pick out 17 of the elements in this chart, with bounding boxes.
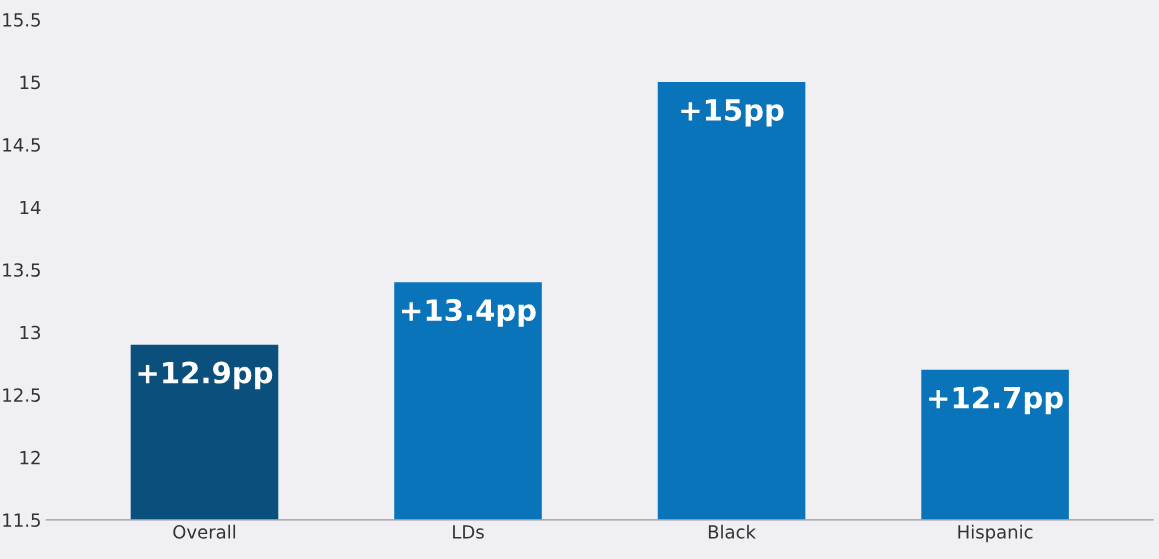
x-tick-label: Overall bbox=[173, 524, 236, 539]
x-tick-label: Black bbox=[708, 524, 756, 539]
x-tick-label: LDs bbox=[453, 525, 484, 539]
y-tick-label: 12 bbox=[20, 450, 40, 465]
y-tick-label: 14 bbox=[20, 200, 41, 215]
y-tick-label: 11.5 bbox=[3, 513, 40, 527]
y-tick-label: 15 bbox=[20, 75, 40, 90]
data-label: +15pp bbox=[681, 99, 784, 127]
data-label: +13.4pp bbox=[402, 299, 536, 327]
data-label: +12.7pp bbox=[929, 386, 1063, 415]
y-tick-label: 12.5 bbox=[3, 388, 40, 402]
y-tick-label: 13.5 bbox=[3, 263, 40, 277]
y-tick-label: 15.5 bbox=[3, 13, 40, 27]
data-label: +12.9pp bbox=[138, 361, 273, 390]
y-tick-label: 14.5 bbox=[3, 138, 40, 152]
y-tick-label: 13 bbox=[20, 325, 41, 340]
x-tick-label: Hispanic bbox=[958, 524, 1033, 543]
